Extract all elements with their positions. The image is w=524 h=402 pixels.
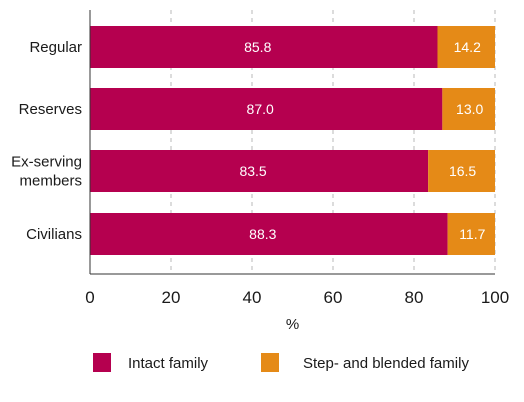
bar-data-label: 16.5 — [449, 163, 476, 179]
bar-data-label: 11.7 — [459, 226, 485, 242]
category-label: Civilians — [26, 226, 82, 243]
bar-data-label: 14.2 — [454, 39, 481, 55]
x-axis: 0 20 40 60 80 100 — [85, 10, 509, 307]
bar-step-blended-family — [437, 26, 495, 68]
bar-data-label: 88.3 — [249, 226, 276, 242]
legend-label: Intact family — [128, 355, 209, 372]
legend: Intact family Step- and blended family — [93, 353, 469, 372]
x-tick-label: 40 — [243, 288, 262, 307]
bar-intact-family — [90, 88, 443, 130]
x-tick-label: 0 — [85, 288, 94, 307]
x-tick-label: 80 — [405, 288, 424, 307]
x-tick-label: 60 — [324, 288, 343, 307]
bar-intact-family — [90, 150, 429, 192]
category-label: Reserves — [19, 101, 82, 118]
x-axis-title: % — [286, 316, 299, 333]
x-tick-label: 20 — [162, 288, 181, 307]
bars: 85.8 14.2 87.0 13.0 83.5 16.5 88.3 11.7 — [90, 26, 495, 255]
bar-data-label: 83.5 — [239, 163, 266, 179]
bar-intact-family — [90, 213, 448, 255]
category-label: Regular — [29, 39, 82, 56]
bar-step-blended-family — [447, 213, 495, 255]
legend-swatch-step-blended-family — [261, 353, 279, 372]
bar-step-blended-family — [442, 88, 495, 130]
category-label: Ex-serving members — [11, 154, 82, 190]
bar-data-label: 87.0 — [247, 101, 274, 117]
category-labels: Regular Reserves Ex-serving members Civilian… — [11, 39, 82, 243]
legend-label: Step- and blended family — [303, 355, 469, 372]
bar-data-label: 13.0 — [456, 101, 483, 117]
bar-intact-family — [90, 26, 438, 68]
bar-step-blended-family — [428, 150, 495, 192]
legend-swatch-intact-family — [93, 353, 111, 372]
bar-data-label: 85.8 — [244, 39, 271, 55]
x-tick-label: 100 — [481, 288, 509, 307]
